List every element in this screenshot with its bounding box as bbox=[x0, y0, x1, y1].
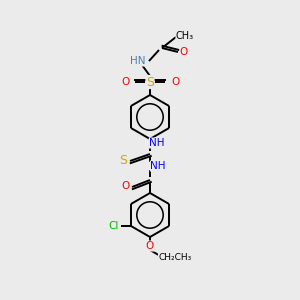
Text: S: S bbox=[146, 76, 154, 88]
Text: S: S bbox=[119, 154, 127, 167]
Text: NH: NH bbox=[149, 138, 165, 148]
Text: HN: HN bbox=[130, 56, 146, 66]
Text: O: O bbox=[171, 77, 179, 87]
Text: NH: NH bbox=[150, 161, 166, 171]
Text: CH₃: CH₃ bbox=[176, 31, 194, 41]
Text: O: O bbox=[121, 77, 129, 87]
Text: O: O bbox=[180, 47, 188, 57]
Text: O: O bbox=[146, 241, 154, 251]
Text: Cl: Cl bbox=[109, 221, 119, 231]
Text: CH₂CH₃: CH₂CH₃ bbox=[158, 253, 192, 262]
Text: O: O bbox=[121, 181, 129, 191]
